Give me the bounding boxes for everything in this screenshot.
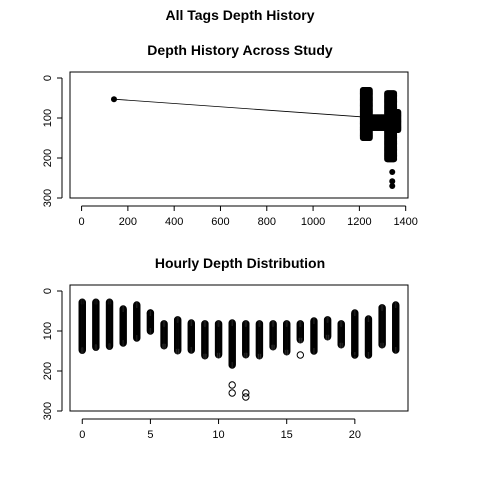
hour-point <box>146 327 155 335</box>
hour-column-7 <box>173 316 182 355</box>
hour-column-8 <box>187 319 195 354</box>
hour-column-4 <box>133 301 141 342</box>
point-cluster-depth-history-2 <box>384 90 398 163</box>
hour-column-17 <box>310 317 318 355</box>
marks-depth-history <box>110 87 402 189</box>
x-tick-label-depth-history-1400: 1400 <box>393 216 417 228</box>
data-point-depth-history-0 <box>110 96 117 103</box>
y-tick-label-hourly-distribution-300: 300 <box>42 402 54 420</box>
hour-column-2 <box>105 298 114 350</box>
x-tick-label-hourly-distribution-10: 10 <box>212 429 224 441</box>
hour-point <box>119 339 127 347</box>
hour-point <box>187 346 195 354</box>
point-cluster-depth-history-1 <box>366 114 391 131</box>
chart-title-depth-history: Depth History Across Study <box>147 42 333 58</box>
y-tick-label-depth-history-200: 200 <box>42 149 54 167</box>
chart-title-hourly-distribution: Hourly Depth Distribution <box>155 255 325 271</box>
marks-hourly-distribution <box>78 298 400 401</box>
hour-column-14 <box>269 320 277 351</box>
hour-point <box>160 342 168 350</box>
cluster-point <box>366 135 373 141</box>
y-tick-label-hourly-distribution-200: 200 <box>42 362 54 380</box>
hour-point <box>323 333 332 341</box>
hour-point <box>296 336 305 344</box>
outlier-hourly-5 <box>351 349 359 357</box>
x-tick-label-hourly-distribution-5: 5 <box>147 429 153 441</box>
hour-column-11 <box>228 319 236 369</box>
hour-point <box>255 352 264 360</box>
outlier-hourly-0 <box>228 381 236 389</box>
hour-column-23 <box>392 301 400 354</box>
page-title: All Tags Depth History <box>165 7 314 23</box>
x-tick-label-depth-history-800: 800 <box>258 216 276 228</box>
hour-point <box>105 342 114 350</box>
hour-column-6 <box>160 320 168 350</box>
outlier-hourly-6 <box>146 309 155 317</box>
y-tick-label-hourly-distribution-100: 100 <box>42 322 54 340</box>
y-tick-label-hourly-distribution-0: 0 <box>42 288 54 294</box>
hour-point <box>337 341 345 349</box>
hour-point <box>364 351 373 359</box>
x-tick-label-hourly-distribution-15: 15 <box>281 429 293 441</box>
outlier-depth-history-1 <box>389 178 396 185</box>
outlier-depth-history-0 <box>389 169 396 175</box>
hour-column-9 <box>201 320 209 360</box>
outlier-hourly-2 <box>242 389 250 397</box>
hour-point <box>242 351 250 359</box>
hour-column-10 <box>214 320 223 359</box>
hour-point <box>392 346 400 354</box>
x-tick-label-depth-history-400: 400 <box>165 216 183 228</box>
y-tick-label-depth-history-0: 0 <box>42 75 54 81</box>
x-tick-label-hourly-distribution-20: 20 <box>349 429 361 441</box>
x-tick-label-depth-history-1000: 1000 <box>301 216 325 228</box>
hour-column-15 <box>283 320 291 356</box>
x-tick-label-depth-history-200: 200 <box>119 216 137 228</box>
hour-point <box>173 347 182 355</box>
hour-column-3 <box>119 305 127 347</box>
hour-column-16 <box>296 320 305 344</box>
hour-point <box>283 348 291 356</box>
hour-column-1 <box>92 298 100 351</box>
panel-depth-history: Depth History Across Study 0 200 400 600 800… <box>42 42 418 228</box>
x-tick-label-hourly-distribution-0: 0 <box>79 429 85 441</box>
hour-column-18 <box>323 316 332 341</box>
plot-frame-depth-history <box>69 71 409 199</box>
hour-point <box>214 351 223 359</box>
cluster-point <box>395 127 402 133</box>
hour-column-5 <box>146 309 155 335</box>
hour-column-0 <box>78 298 86 354</box>
hour-column-21 <box>364 315 373 359</box>
y-tick-label-depth-history-100: 100 <box>42 109 54 127</box>
axes-depth-history: 0 200 400 600 800 1000 1200 1400 0 100 200 300 <box>42 75 418 228</box>
hour-point <box>269 343 277 351</box>
panel-hourly-distribution: Hourly Depth Distribution 0 5 10 15 20010020… <box>42 255 409 441</box>
hour-point <box>351 351 359 359</box>
hour-column-19 <box>337 320 345 349</box>
hour-point <box>92 343 100 351</box>
outlier-hourly-4 <box>296 351 305 359</box>
outlier-hourly-1 <box>228 389 236 397</box>
x-tick-label-depth-history-600: 600 <box>211 216 229 228</box>
point-cluster-depth-history-3 <box>391 109 402 133</box>
y-tick-label-depth-history-300: 300 <box>42 189 54 207</box>
hour-point <box>201 352 209 360</box>
hour-point <box>228 361 236 369</box>
outlier-depth-history-2 <box>389 183 396 189</box>
hour-point <box>310 347 318 355</box>
cluster-point <box>391 156 398 163</box>
series-line-depth-history <box>113 98 397 123</box>
x-tick-label-depth-history-0: 0 <box>79 216 85 228</box>
outlier-hourly-3 <box>242 393 250 401</box>
point-cluster-depth-history-0 <box>359 87 373 141</box>
hour-point <box>78 346 86 354</box>
hour-column-13 <box>255 320 264 360</box>
hour-column-12 <box>242 320 250 359</box>
hour-point <box>133 334 141 342</box>
plot-frame-hourly-distribution <box>69 284 409 412</box>
x-tick-label-depth-history-1200: 1200 <box>347 216 371 228</box>
hour-column-22 <box>378 304 386 349</box>
hour-point <box>378 341 386 349</box>
